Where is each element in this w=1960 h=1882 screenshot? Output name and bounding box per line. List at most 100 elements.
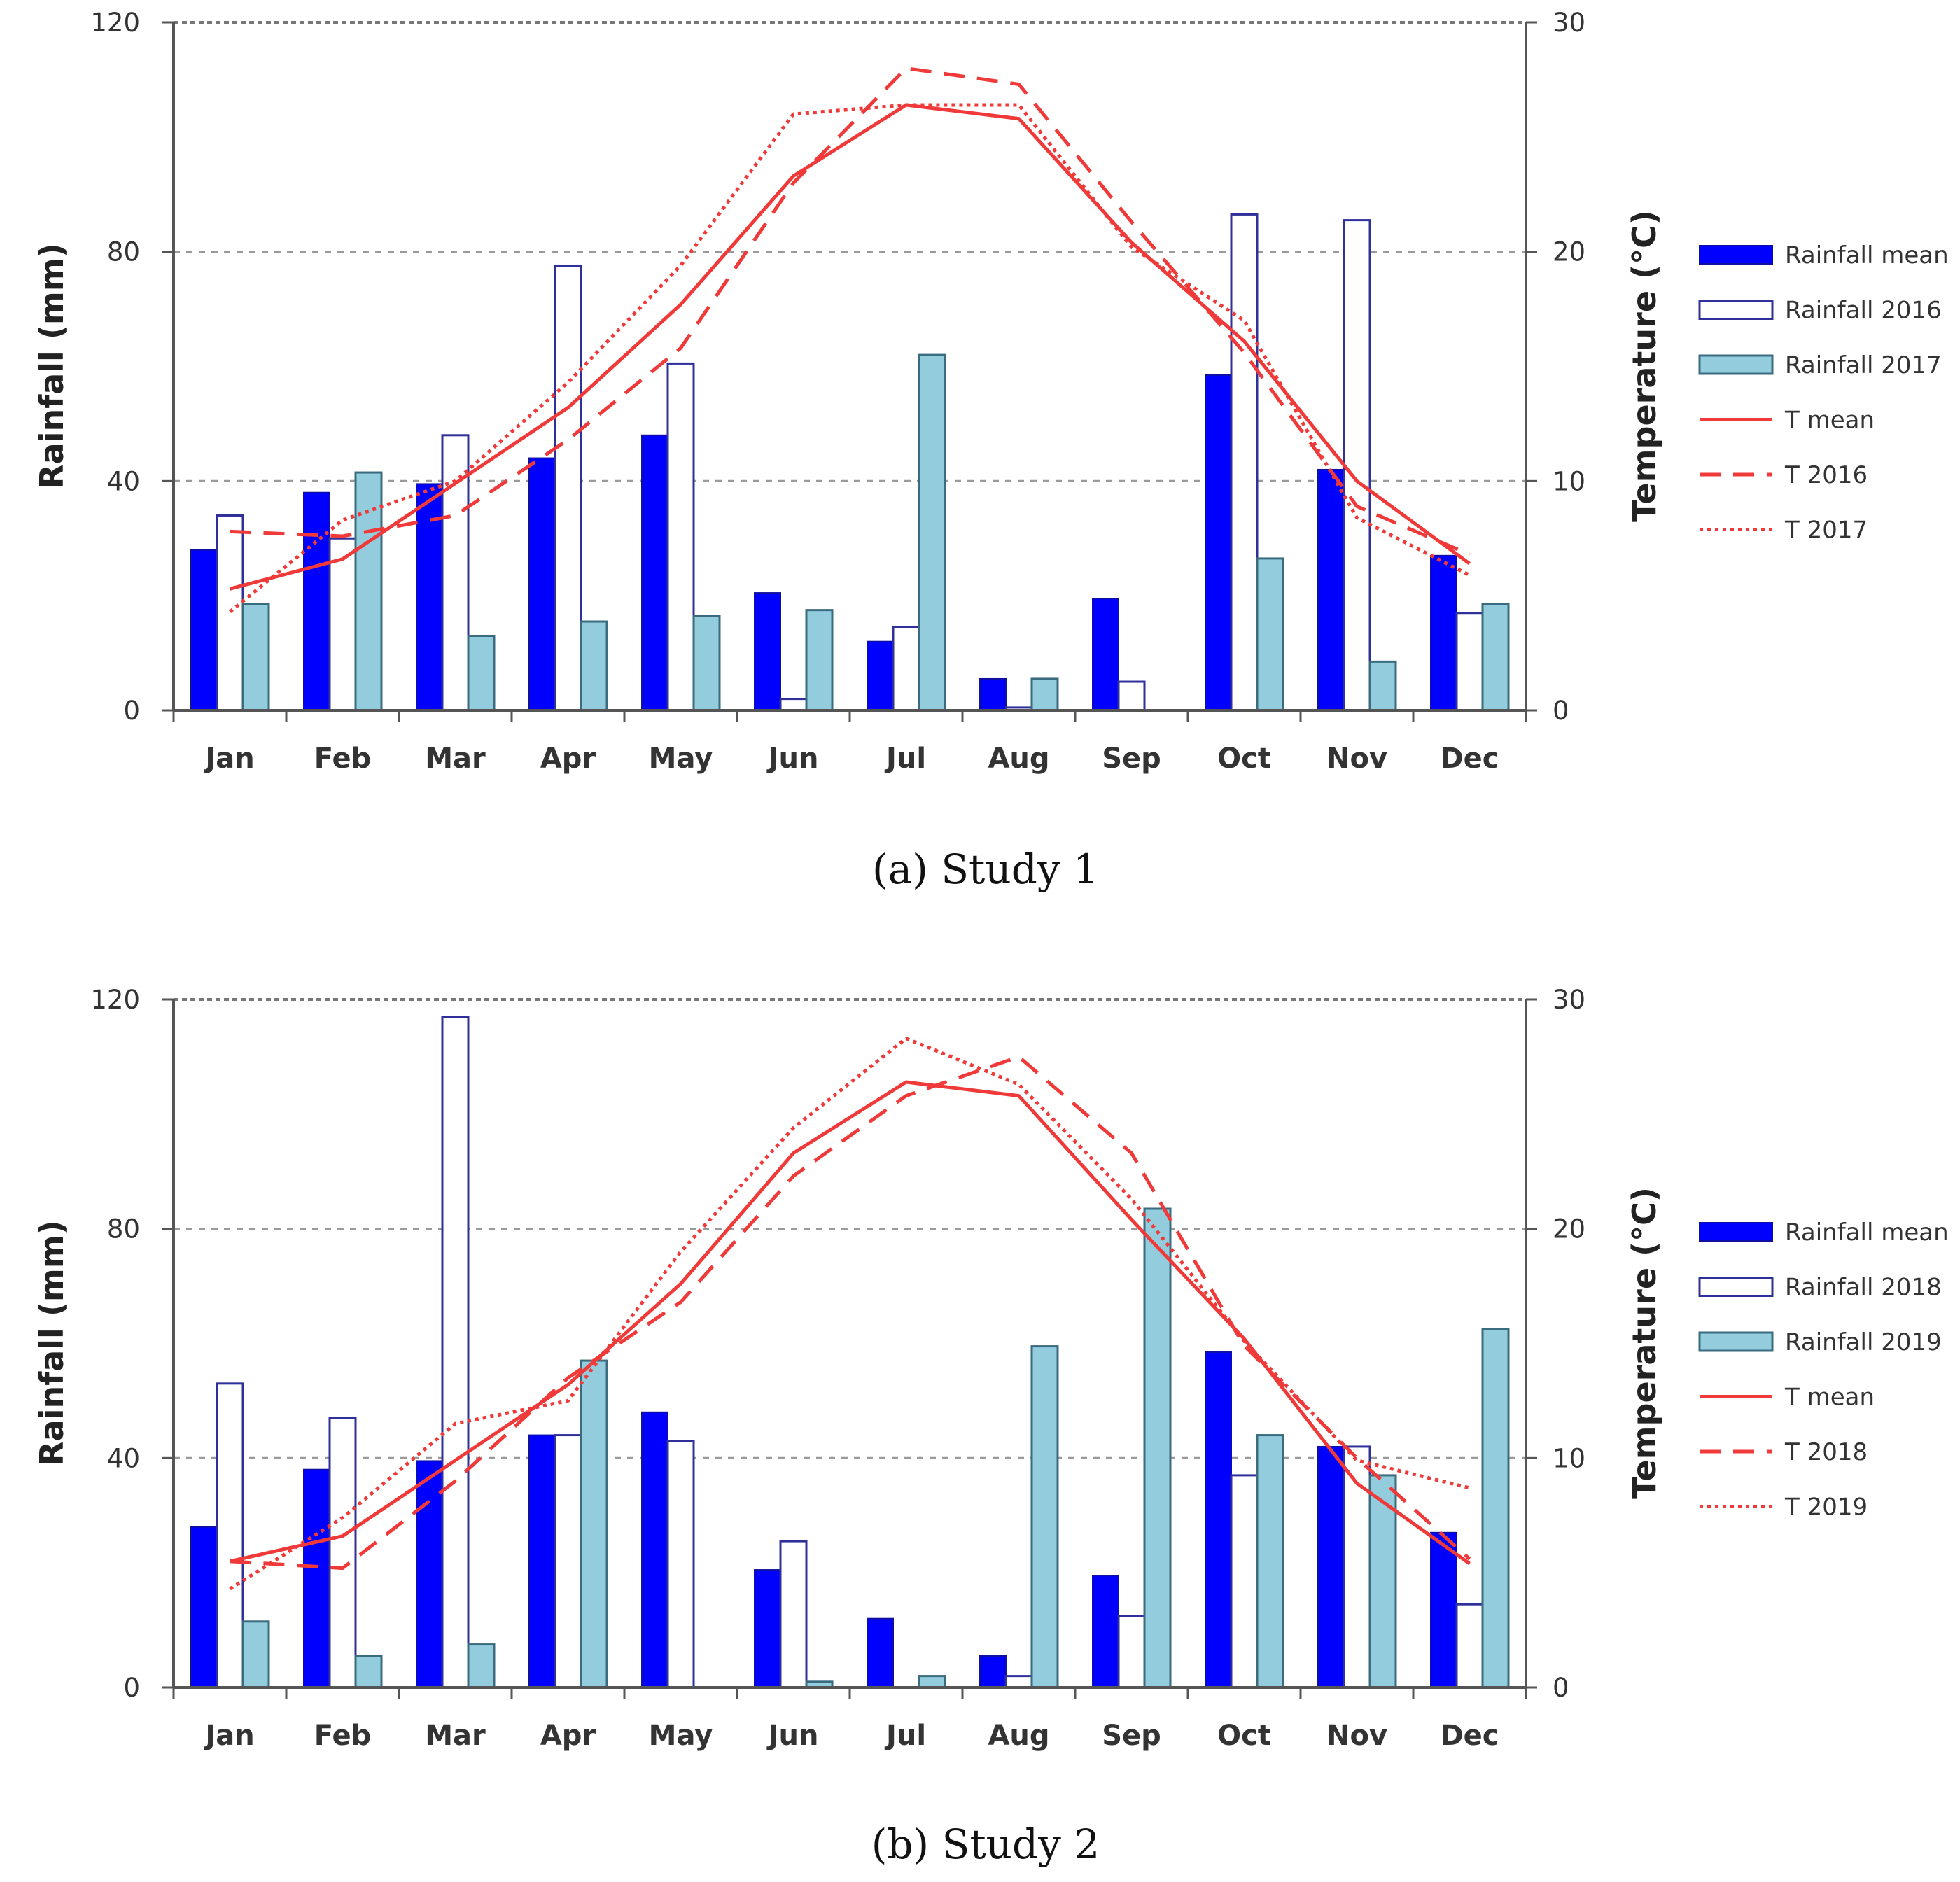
legend-label: Rainfall 2018: [1785, 1274, 1942, 1302]
y2-tick-label: 0: [1553, 1673, 1569, 1703]
bar-open-oct: [1230, 1474, 1259, 1689]
legend-swatch-open-bar: [1698, 300, 1774, 320]
month-label: Dec: [1440, 743, 1499, 775]
y2-tick-label: 10: [1553, 1443, 1586, 1473]
y2-tick-label: 20: [1553, 1214, 1586, 1244]
y-tick-label: 40: [107, 1443, 140, 1473]
legend-label: T 2016: [1784, 461, 1868, 489]
legend-label: Rainfall mean: [1785, 1219, 1949, 1247]
month-label: Mar: [425, 743, 486, 775]
caption: (b) Study 2: [872, 1820, 1100, 1868]
y-axis-title: Rainfall (mm): [33, 1220, 71, 1466]
bar-teal-mar: [467, 1643, 496, 1689]
month-label: Jun: [766, 743, 819, 775]
bar-solid-aug: [979, 677, 1007, 712]
bar-teal-jan: [241, 1620, 270, 1689]
bar-teal-may: [692, 615, 721, 712]
month-label: Nov: [1326, 1720, 1387, 1752]
legend-label: Rainfall 2017: [1785, 351, 1942, 379]
bar-solid-dec: [1430, 1531, 1457, 1688]
month-label: May: [649, 1720, 713, 1752]
bar-solid-oct: [1205, 374, 1232, 711]
bar-solid-jan: [190, 1526, 218, 1688]
bar-teal-dec: [1481, 603, 1510, 712]
bar-teal-feb: [354, 471, 383, 712]
bar-open-nov: [1343, 1445, 1371, 1689]
bar-teal-jul: [918, 353, 946, 712]
bar-teal-feb: [354, 1655, 383, 1689]
bar-open-dec: [1455, 612, 1484, 712]
study-1-chart: 0 40 80 120 0 10 20 30 Jan Feb Mar Apr May Jun Jul Aug S…: [33, 8, 1949, 893]
legend: Rainfall mean Rainfall 2016 Rainfall 2017 T…: [1698, 241, 1949, 545]
month-label: Aug: [988, 1720, 1049, 1752]
legend-label: T mean: [1784, 1384, 1875, 1412]
month-label: Jan: [203, 743, 254, 775]
legend-swatch-teal-bar: [1698, 354, 1774, 375]
legend-label: T mean: [1784, 407, 1875, 435]
bar-open-jun: [779, 1540, 808, 1689]
month-label: Feb: [314, 1720, 371, 1752]
bar-solid-may: [641, 434, 668, 711]
bar-solid-nov: [1317, 468, 1345, 711]
bar-teal-oct: [1256, 1434, 1284, 1689]
y-tick-label: 80: [107, 1214, 140, 1244]
bar-teal-jul: [918, 1675, 946, 1689]
month-label: Feb: [314, 743, 371, 775]
bar-teal-jun: [805, 609, 834, 712]
bar-solid-jul: [867, 1617, 894, 1688]
y2-tick-label: 20: [1553, 237, 1586, 267]
caption: (a) Study 1: [872, 845, 1099, 893]
bar-teal-apr: [580, 620, 608, 712]
month-label: Dec: [1440, 1720, 1499, 1752]
temp-line-dashed: [230, 1055, 1471, 1571]
y-tick-label: 40: [107, 466, 140, 496]
bar-solid-may: [641, 1411, 668, 1689]
bar-teal-aug: [1030, 677, 1059, 712]
bar-open-feb: [328, 1417, 357, 1689]
bar-open-nov: [1343, 219, 1371, 712]
bar-solid-jun: [754, 592, 781, 712]
month-label: Jan: [203, 1720, 254, 1752]
month-label: Oct: [1217, 1720, 1271, 1752]
month-label: Sep: [1102, 743, 1161, 775]
plot-area: [174, 22, 1526, 710]
temp-line-solid: [229, 1080, 1471, 1566]
y2-tick-label: 30: [1553, 985, 1586, 1015]
month-label: Jun: [766, 1720, 819, 1752]
legend: Rainfall mean Rainfall 2018 Rainfall 2019 T…: [1698, 1219, 1949, 1522]
bar-open-jul: [892, 626, 920, 712]
legend-label: T 2018: [1784, 1438, 1868, 1466]
bar-open-mar: [441, 1016, 470, 1689]
bar-solid-feb: [303, 491, 330, 711]
y-tick-label: 0: [123, 696, 140, 726]
month-label: Mar: [425, 1720, 486, 1752]
temp-line-dashed: [230, 66, 1471, 556]
temperature-lines: [229, 1037, 1471, 1591]
bar-solid-apr: [528, 457, 556, 711]
legend-swatch-solid-bar: [1699, 1222, 1773, 1242]
bar-solid-nov: [1317, 1445, 1345, 1688]
bar-teal-aug: [1030, 1345, 1059, 1689]
y2-tick-label: 0: [1553, 696, 1569, 726]
y2-tick-label: 10: [1553, 466, 1586, 496]
y-tick-label: 120: [90, 985, 140, 1015]
bar-open-oct: [1230, 213, 1259, 712]
bar-teal-apr: [580, 1359, 608, 1689]
month-label: Aug: [988, 743, 1049, 775]
temp-line-solid: [229, 103, 1471, 591]
month-label: Oct: [1217, 743, 1271, 775]
bar-solid-apr: [528, 1434, 556, 1688]
bar-solid-sep: [1092, 1575, 1119, 1688]
y-axis-title: Rainfall (mm): [33, 243, 71, 489]
bar-open-feb: [328, 537, 357, 712]
bar-solid-mar: [416, 1460, 443, 1689]
bar-open-sep: [1117, 680, 1146, 712]
bar-solid-dec: [1430, 554, 1457, 712]
bar-solid-sep: [1092, 598, 1119, 712]
bar-open-dec: [1455, 1603, 1484, 1689]
month-label: Apr: [540, 1720, 596, 1752]
legend-label: T 2019: [1784, 1494, 1868, 1522]
bar-teal-nov: [1368, 660, 1397, 712]
legend-swatch-open-bar: [1698, 1277, 1774, 1297]
